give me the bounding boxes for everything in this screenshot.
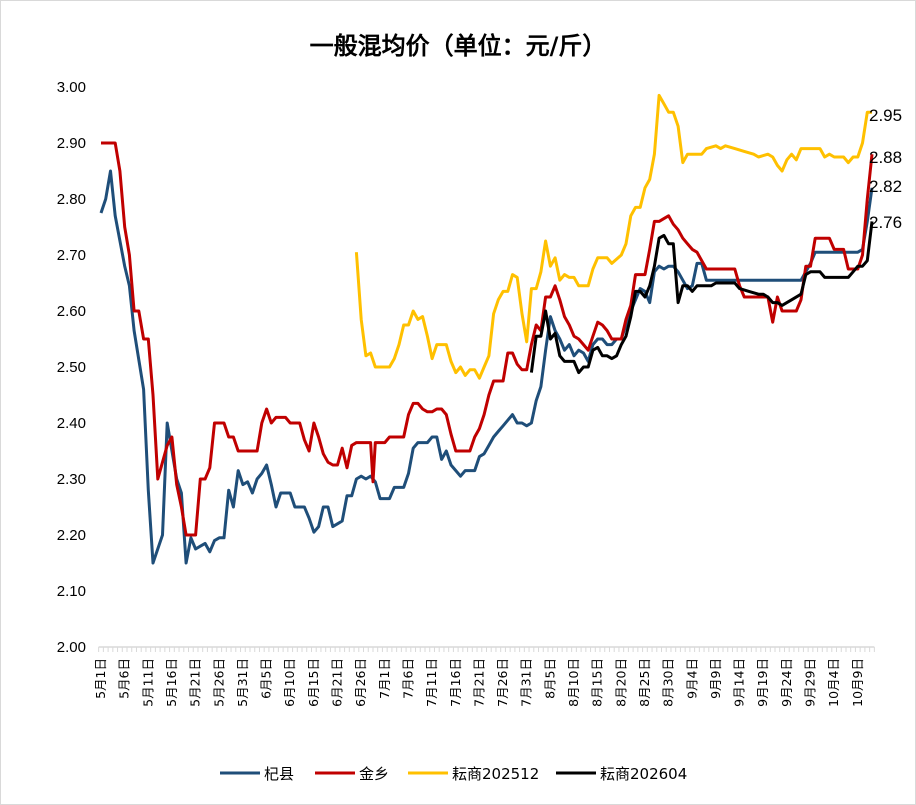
x-tick-label: 9月4日 <box>684 658 699 699</box>
legend-item: 耘商202512 <box>408 765 539 783</box>
x-tick-label: 8月25日 <box>637 658 652 707</box>
y-tick-label: 2.40 <box>57 415 86 432</box>
series-lines <box>99 93 874 565</box>
x-tick-label: 5月26日 <box>211 658 226 707</box>
x-tick-label: 6月5日 <box>259 658 274 699</box>
x-tick-label: 7月6日 <box>400 658 415 699</box>
y-axis: 2.00 2.10 2.20 2.30 2.40 2.50 2.60 2.70 2.80 2.90… <box>57 79 86 656</box>
end-value-label: 2.82 <box>869 177 902 196</box>
x-tick-label: 6月15日 <box>306 658 321 707</box>
x-tick-label: 7月31日 <box>519 658 534 707</box>
x-tick-label: 8月20日 <box>613 658 628 707</box>
x-tick-label: 9月9日 <box>708 658 723 699</box>
series-line-1 <box>101 141 874 537</box>
x-tick-label: 9月24日 <box>779 658 794 707</box>
y-tick-label: 2.10 <box>57 583 86 600</box>
y-tick-label: 2.20 <box>57 527 86 544</box>
x-tick-label: 10月9日 <box>850 658 865 707</box>
x-tick-label: 5月6日 <box>117 658 132 699</box>
x-tick-label: 5月21日 <box>188 658 203 707</box>
legend-label: 杞县 <box>264 765 294 783</box>
legend-item: 杞县 <box>220 765 294 783</box>
x-tick-label: 8月30日 <box>661 658 676 707</box>
legend: 杞县 金乡 耘商202512 耘商202604 <box>220 765 687 783</box>
x-axis: 5月1日 5月6日 5月11日 5月16日 5月21日 5月26日 5月31日 6月5日 6月1… <box>93 646 875 707</box>
y-tick-label: 2.60 <box>57 303 86 320</box>
series-line-0 <box>99 169 874 565</box>
legend-label: 耘商202512 <box>452 765 539 783</box>
x-tick-label: 5月1日 <box>93 658 108 699</box>
x-tick-label: 7月1日 <box>377 658 392 699</box>
x-tick-label: 10月4日 <box>826 658 841 707</box>
legend-label: 金乡 <box>359 765 389 783</box>
x-tick-label: 7月26日 <box>495 658 510 707</box>
x-tick-label: 9月19日 <box>755 658 770 707</box>
y-tick-label: 2.70 <box>57 247 86 264</box>
end-value-label: 2.88 <box>869 148 902 167</box>
legend-item: 金乡 <box>315 765 389 783</box>
y-tick-label: 2.80 <box>57 191 86 208</box>
x-tick-label: 5月31日 <box>235 658 250 707</box>
legend-label: 耘商202604 <box>600 765 687 783</box>
x-tick-label: 5月11日 <box>140 658 155 707</box>
y-tick-label: 3.00 <box>57 79 86 96</box>
end-labels: 2.82 2.88 2.95 2.76 <box>869 106 902 232</box>
x-tick-label: 6月10日 <box>282 658 297 707</box>
end-value-label: 2.95 <box>869 106 902 125</box>
x-tick-label: 7月16日 <box>448 658 463 707</box>
x-tick-label: 5月16日 <box>164 658 179 707</box>
end-value-label: 2.76 <box>869 213 902 232</box>
x-tick-label: 7月11日 <box>424 658 439 707</box>
x-tick-label: 7月21日 <box>471 658 486 707</box>
y-tick-label: 2.90 <box>57 135 86 152</box>
x-tick-label: 6月21日 <box>330 658 345 707</box>
series-line-2 <box>354 93 872 380</box>
y-tick-label: 2.00 <box>57 639 86 656</box>
y-tick-label: 2.50 <box>57 359 86 376</box>
x-tick-label: 8月5日 <box>542 658 557 699</box>
x-tick-label: 9月14日 <box>732 658 747 707</box>
series-line-3 <box>529 221 874 375</box>
x-tick-label: 6月26日 <box>353 658 368 707</box>
x-tick-label: 8月10日 <box>566 658 581 707</box>
x-tick-label: 9月29日 <box>803 658 818 707</box>
x-tick-label: 8月15日 <box>590 658 605 707</box>
chart-title: 一般混均价（单位：元/斤） <box>310 32 607 60</box>
legend-item: 耘商202604 <box>556 765 687 783</box>
y-tick-label: 2.30 <box>57 471 86 488</box>
